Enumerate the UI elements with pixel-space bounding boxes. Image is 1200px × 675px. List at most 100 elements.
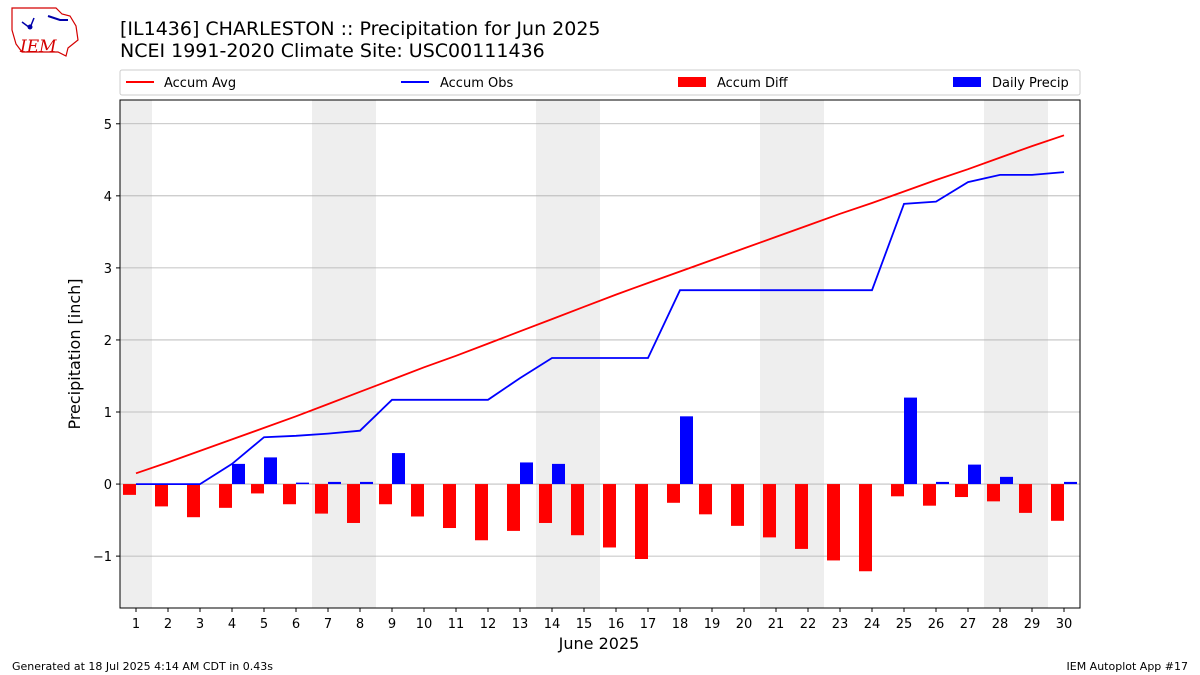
weekend-bands	[120, 100, 1048, 608]
legend-label-accum-diff: Accum Diff	[717, 76, 789, 91]
x-tick-label: 18	[672, 617, 689, 632]
y-tick-label: −1	[93, 550, 112, 565]
accum-diff-bar	[635, 484, 648, 560]
x-tick-label: 6	[292, 617, 300, 632]
y-axis-ticks: −1 0 1 2 3 4 5	[93, 118, 120, 565]
accum-diff-bar	[1019, 484, 1032, 513]
y-tick-label: 1	[104, 406, 112, 421]
accum-diff-bar	[155, 484, 168, 507]
daily-precip-bars	[232, 397, 1077, 485]
accum-diff-bar	[507, 484, 520, 531]
x-tick-label: 24	[864, 617, 881, 632]
x-tick-label: 5	[260, 617, 268, 632]
x-tick-label: 22	[800, 617, 817, 632]
x-tick-label: 10	[416, 617, 433, 632]
accum-diff-bar	[1051, 484, 1064, 521]
x-tick-label: 8	[356, 617, 364, 632]
accum-diff-bar	[539, 484, 552, 523]
accum-diff-bar	[219, 484, 232, 508]
x-tick-label: 27	[960, 617, 977, 632]
accum-obs-line	[136, 171, 1065, 485]
daily-precip-bar	[520, 462, 533, 485]
x-tick-label: 16	[608, 617, 625, 632]
accum-diff-bar	[379, 484, 392, 505]
accum-diff-bar	[763, 484, 776, 538]
x-tick-label: 13	[512, 617, 529, 632]
x-tick-label: 15	[576, 617, 593, 632]
weekend-band	[120, 100, 152, 608]
grid-lines	[120, 123, 1080, 557]
daily-precip-bar	[360, 481, 373, 485]
x-tick-label: 3	[196, 617, 204, 632]
x-tick-label: 1	[132, 617, 140, 632]
footer-generated: Generated at 18 Jul 2025 4:14 AM CDT in …	[12, 660, 273, 673]
accum-diff-bar	[315, 484, 328, 514]
daily-precip-bar	[552, 463, 565, 485]
x-tick-label: 4	[228, 617, 236, 632]
accum-diff-bar	[891, 484, 904, 497]
accum-diff-bar	[251, 484, 264, 494]
daily-precip-bar	[904, 397, 917, 485]
accum-diff-bar	[699, 484, 712, 515]
accum-diff-bar	[283, 484, 296, 505]
accum-diff-bar	[187, 484, 200, 518]
x-tick-label: 14	[544, 617, 561, 632]
accum-diff-bar	[603, 484, 616, 548]
daily-precip-bar	[232, 463, 245, 485]
accum-avg-line	[135, 134, 1065, 475]
daily-precip-bar	[680, 416, 693, 485]
weekend-band	[984, 100, 1048, 608]
accum-diff-bar	[123, 484, 136, 495]
daily-precip-bar	[392, 453, 405, 485]
y-tick-label: 3	[104, 262, 112, 277]
x-tick-label: 9	[388, 617, 396, 632]
y-axis-label: Precipitation [inch]	[65, 278, 84, 429]
x-tick-label: 7	[324, 617, 332, 632]
accum-diff-bars	[123, 484, 1064, 572]
x-tick-label: 2	[164, 617, 172, 632]
daily-precip-bar	[1064, 481, 1077, 485]
y-tick-label: 4	[104, 190, 112, 205]
x-tick-label: 30	[1056, 617, 1073, 632]
daily-precip-bar	[328, 481, 341, 485]
accum-diff-bar	[955, 484, 968, 498]
footer-app: IEM Autoplot App #17	[1067, 660, 1189, 673]
y-tick-label: 0	[104, 478, 112, 493]
x-axis-ticks: 1 2 3 4 5 6 7 8 9 10 11 12 13 14 15 16 17 18 19 20 21 22 23 24 2…	[132, 608, 1072, 632]
legend-swatch-accum-diff	[678, 77, 706, 87]
x-tick-label: 26	[928, 617, 945, 632]
chart-subtitle: NCEI 1991-2020 Climate Site: USC00111436	[120, 40, 545, 62]
accum-diff-bar	[987, 484, 1000, 502]
x-tick-label: 19	[704, 617, 721, 632]
accum-diff-bar	[411, 484, 424, 517]
legend-swatch-daily-precip	[953, 77, 981, 87]
daily-precip-bar	[296, 482, 309, 485]
x-tick-label: 23	[832, 617, 849, 632]
x-tick-label: 29	[1024, 617, 1041, 632]
accum-diff-bar	[859, 484, 872, 572]
x-tick-label: 28	[992, 617, 1009, 632]
y-tick-label: 5	[104, 118, 112, 133]
logo-text: IEM	[19, 37, 57, 57]
legend-label-accum-avg: Accum Avg	[164, 76, 236, 91]
daily-precip-bar	[968, 464, 981, 485]
x-tick-label: 12	[480, 617, 497, 632]
x-tick-label: 20	[736, 617, 753, 632]
weekend-band	[312, 100, 376, 608]
accum-diff-bar	[827, 484, 840, 561]
legend-label-daily-precip: Daily Precip	[992, 76, 1069, 91]
accum-diff-bar	[347, 484, 360, 523]
daily-precip-bar	[264, 457, 277, 485]
legend-label-accum-obs: Accum Obs	[440, 76, 513, 91]
chart-title: [IL1436] CHARLESTON :: Precipitation for…	[120, 18, 601, 40]
legend: Accum Avg Accum Obs Accum Diff Daily Pre…	[119, 69, 1081, 96]
x-tick-label: 21	[768, 617, 785, 632]
accum-diff-bar	[475, 484, 488, 541]
accum-diff-bar	[923, 484, 936, 506]
x-axis-label: June 2025	[558, 634, 640, 653]
accum-diff-bar	[443, 484, 456, 529]
x-tick-label: 11	[448, 617, 465, 632]
iem-logo: IEM	[11, 7, 79, 57]
accum-diff-bar	[731, 484, 744, 526]
